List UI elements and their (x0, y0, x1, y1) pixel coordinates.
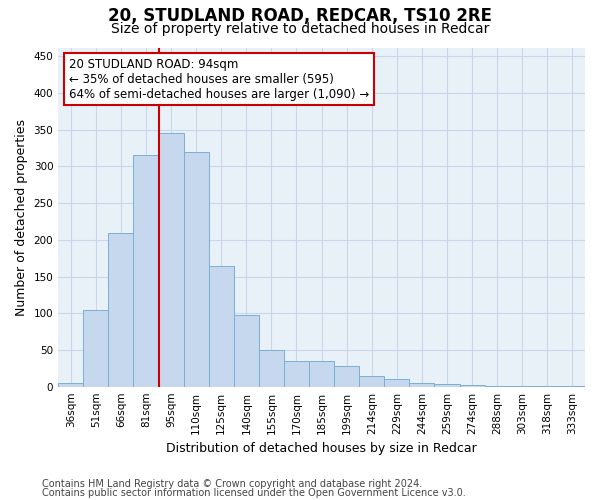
Bar (409, 383, 434, 386)
Bar (434, 384, 460, 386)
Bar (109, 232, 133, 386)
Text: Contains public sector information licensed under the Open Government Licence v3: Contains public sector information licen… (42, 488, 466, 498)
Text: Contains HM Land Registry data © Crown copyright and database right 2024.: Contains HM Land Registry data © Crown c… (42, 479, 422, 489)
Bar (58, 383, 83, 386)
Bar (184, 152, 209, 386)
Bar (334, 366, 359, 386)
Bar (83, 310, 109, 386)
Bar (158, 134, 184, 386)
Bar (460, 385, 485, 386)
Y-axis label: Number of detached properties: Number of detached properties (15, 118, 28, 316)
X-axis label: Distribution of detached houses by size in Redcar: Distribution of detached houses by size … (166, 442, 477, 455)
Bar (284, 361, 309, 386)
Bar (385, 380, 409, 386)
Bar (309, 361, 334, 386)
Bar (359, 376, 385, 386)
Bar (259, 350, 284, 387)
Text: 20, STUDLAND ROAD, REDCAR, TS10 2RE: 20, STUDLAND ROAD, REDCAR, TS10 2RE (108, 8, 492, 26)
Text: 20 STUDLAND ROAD: 94sqm
← 35% of detached houses are smaller (595)
64% of semi-d: 20 STUDLAND ROAD: 94sqm ← 35% of detache… (69, 58, 369, 100)
Bar (133, 156, 158, 386)
Bar (234, 316, 259, 386)
Bar (209, 266, 234, 386)
Text: Size of property relative to detached houses in Redcar: Size of property relative to detached ho… (111, 22, 489, 36)
